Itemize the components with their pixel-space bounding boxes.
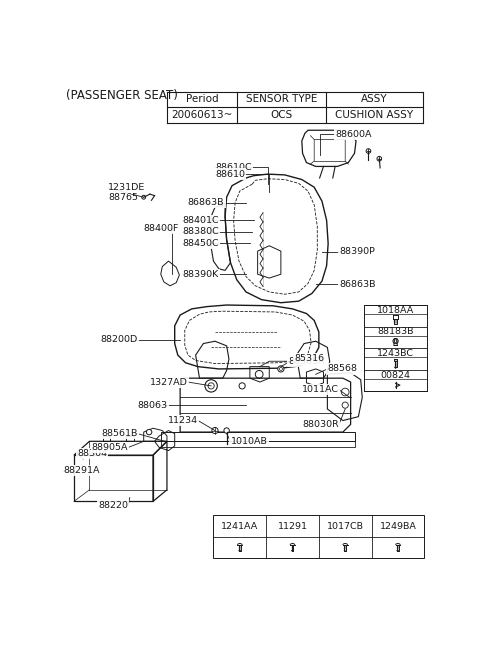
Circle shape: [142, 195, 145, 199]
Bar: [364, 305, 427, 391]
Text: 1241AA: 1241AA: [221, 522, 258, 530]
Bar: [161, 432, 355, 441]
Text: 88400F: 88400F: [144, 223, 179, 232]
Text: 88610C: 88610C: [215, 163, 252, 172]
Text: 88304: 88304: [77, 449, 107, 458]
Text: 88450C: 88450C: [182, 239, 219, 248]
Text: Period: Period: [185, 95, 218, 104]
Text: 88390P: 88390P: [339, 247, 375, 256]
Circle shape: [146, 430, 152, 435]
Text: 88610: 88610: [215, 169, 245, 178]
Text: 1249BA: 1249BA: [380, 522, 416, 530]
Text: 88200D: 88200D: [100, 335, 138, 344]
Text: 1327AD: 1327AD: [150, 378, 188, 387]
Text: 88561B: 88561B: [101, 429, 137, 438]
Circle shape: [366, 149, 371, 153]
Text: 88380C: 88380C: [182, 227, 219, 236]
Text: 00824: 00824: [381, 371, 410, 380]
Text: 1010AB: 1010AB: [230, 437, 267, 446]
Circle shape: [377, 156, 382, 161]
Text: 88030R: 88030R: [302, 420, 339, 429]
Text: 88565A: 88565A: [288, 357, 325, 366]
Text: 1017CB: 1017CB: [327, 522, 364, 530]
Text: 88401C: 88401C: [182, 216, 219, 225]
Circle shape: [278, 366, 284, 372]
Text: SENSOR TYPE: SENSOR TYPE: [246, 95, 317, 104]
Text: 86863B: 86863B: [339, 280, 375, 289]
Circle shape: [212, 428, 218, 434]
Text: 11234: 11234: [168, 416, 198, 425]
Text: CUSHION ASSY: CUSHION ASSY: [335, 110, 413, 120]
Text: 88291A: 88291A: [63, 466, 100, 475]
Text: 88183B: 88183B: [377, 328, 414, 336]
Text: 88390K: 88390K: [182, 270, 219, 278]
Text: 88568: 88568: [327, 365, 358, 373]
Bar: [161, 441, 355, 447]
Text: 88600A: 88600A: [335, 130, 372, 139]
Text: 1231DE: 1231DE: [108, 184, 145, 193]
Text: 85316: 85316: [294, 354, 324, 363]
Circle shape: [224, 428, 229, 434]
Text: 20060613~: 20060613~: [171, 110, 232, 120]
Text: OCS: OCS: [270, 110, 292, 120]
Text: (PASSENGER SEAT): (PASSENGER SEAT): [66, 89, 178, 102]
Text: 11291: 11291: [277, 522, 308, 530]
Text: 88220: 88220: [98, 501, 128, 509]
Text: 1018AA: 1018AA: [377, 306, 414, 315]
Text: 1011AC: 1011AC: [302, 386, 339, 394]
Text: 1243BC: 1243BC: [377, 349, 414, 358]
Text: 88765: 88765: [108, 193, 138, 202]
Bar: [214, 515, 424, 558]
Text: ASSY: ASSY: [361, 95, 387, 104]
Text: 86863B: 86863B: [188, 198, 224, 207]
Text: 88063: 88063: [137, 400, 168, 410]
Text: 88905A: 88905A: [92, 443, 128, 452]
